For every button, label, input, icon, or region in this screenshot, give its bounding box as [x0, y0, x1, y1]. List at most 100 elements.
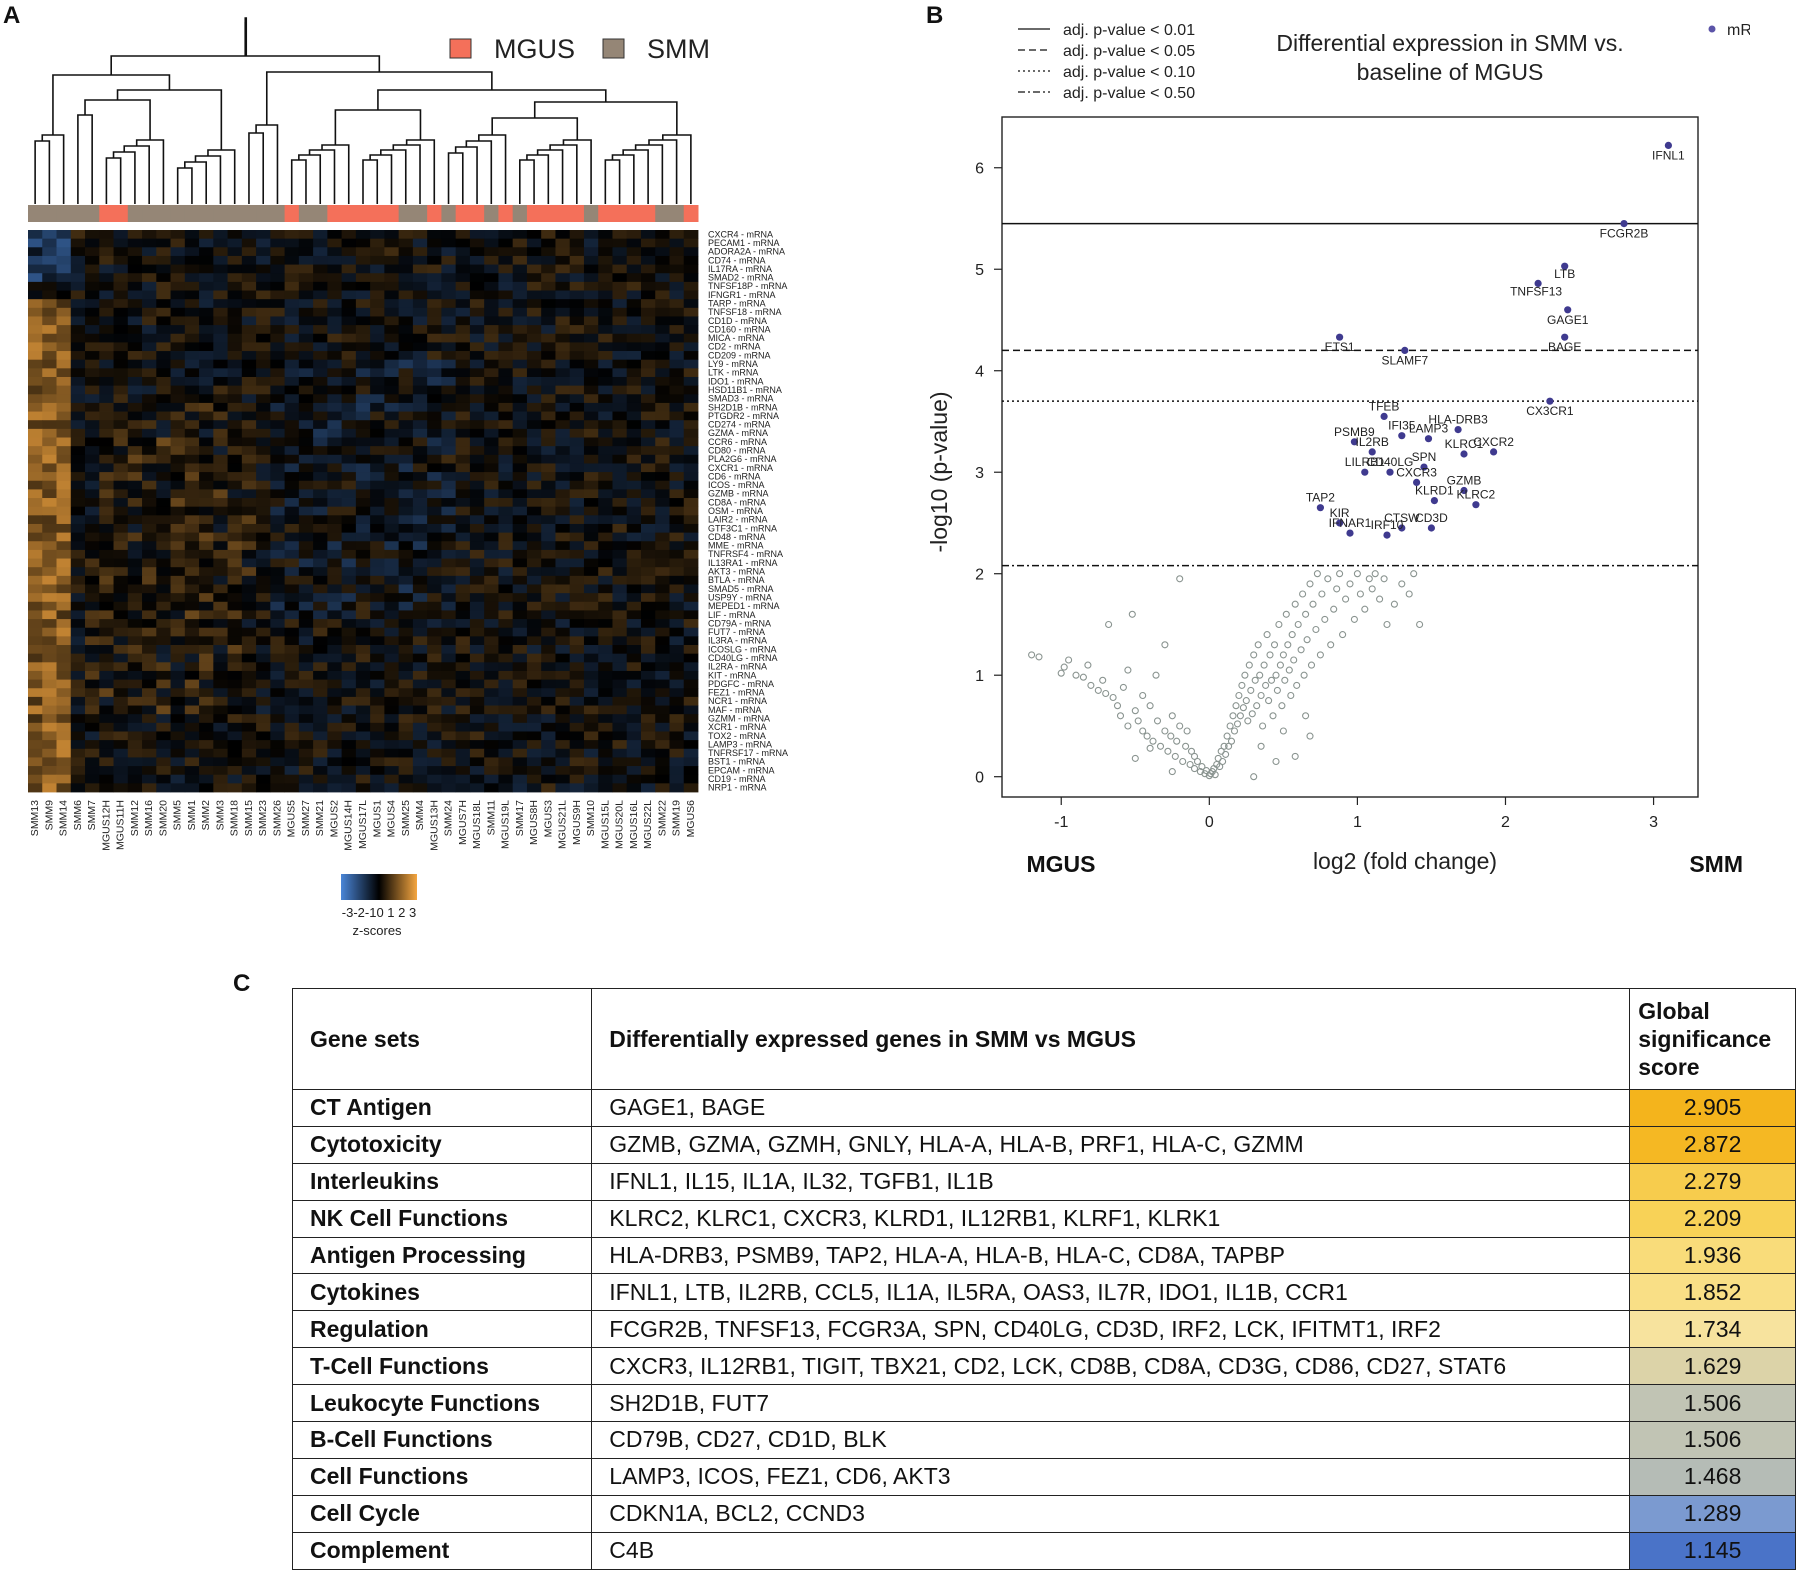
heat-cell — [99, 238, 114, 248]
heat-cell — [28, 385, 43, 395]
heat-cell — [541, 411, 556, 421]
heat-cell — [569, 247, 585, 257]
heat-cell — [113, 601, 129, 611]
ns-point — [1065, 656, 1073, 664]
heat-cell — [555, 255, 571, 265]
heat-cell — [469, 722, 485, 732]
gene-label: NRP1 - mRNA — [708, 783, 767, 793]
heat-cell — [427, 653, 442, 663]
heat-cell — [256, 558, 271, 568]
heat-cell — [384, 351, 400, 361]
heat-cell — [655, 670, 670, 680]
ns-point — [1272, 671, 1280, 679]
heat-cell — [70, 610, 86, 620]
heat-cell — [241, 238, 257, 248]
heat-cell — [70, 290, 86, 300]
heat-cell — [184, 316, 200, 326]
sig-point — [1561, 333, 1569, 341]
heat-cell — [227, 774, 243, 784]
heat-cell — [298, 255, 314, 265]
heat-cell — [598, 247, 613, 257]
heat-cell — [341, 532, 357, 542]
heat-cell — [213, 619, 228, 629]
heat-cell — [455, 662, 471, 672]
heat-cell — [113, 515, 129, 525]
heat-cell — [227, 489, 243, 499]
heat-cell — [170, 601, 186, 611]
heat-cell — [85, 264, 100, 274]
heat-cell — [583, 255, 599, 265]
gene-set-name: Cytotoxicity — [291, 1125, 593, 1164]
ns-point — [1161, 641, 1169, 649]
heat-cell — [70, 454, 86, 464]
heat-cell — [355, 273, 371, 283]
heat-cell — [156, 454, 171, 464]
heat-cell — [199, 593, 214, 603]
heat-cell — [355, 463, 371, 473]
heat-cell — [683, 273, 699, 283]
heat-cell — [184, 740, 200, 750]
heat-cell — [56, 549, 72, 559]
heat-cell — [127, 376, 143, 387]
heat-cell — [370, 307, 385, 317]
heat-cell — [284, 575, 300, 585]
heat-cell — [455, 299, 471, 309]
heat-cell — [612, 740, 628, 750]
heat-cell — [241, 290, 257, 300]
heat-cell — [170, 489, 186, 499]
heat-cell — [28, 567, 43, 577]
sig-point-label: GAGE1 — [1547, 313, 1589, 327]
heat-cell — [555, 558, 571, 568]
heat-cell — [170, 247, 186, 257]
heat-cell — [284, 394, 300, 404]
heat-cell — [327, 645, 343, 655]
heat-cell — [412, 601, 428, 611]
heat-cell — [341, 325, 357, 335]
heat-cell — [640, 679, 656, 689]
heat-cell — [341, 601, 357, 611]
heat-cell — [455, 714, 471, 724]
heat-cell — [99, 230, 114, 240]
heat-cell — [427, 238, 442, 248]
heat-cell — [313, 757, 328, 767]
heat-cell — [612, 748, 628, 758]
heat-cell — [142, 541, 157, 551]
heat-cell — [569, 714, 585, 724]
heat-cell — [640, 376, 656, 387]
heat-cell — [341, 437, 357, 447]
heat-cell — [598, 368, 613, 378]
heat-cell — [512, 541, 528, 551]
heat-cell — [598, 299, 613, 309]
sig-point-label: BAGE — [1548, 340, 1581, 354]
heat-cell — [170, 653, 186, 663]
heat-cell — [199, 281, 214, 291]
heat-cell — [127, 575, 143, 585]
heat-cell — [398, 783, 414, 793]
heat-cell — [512, 740, 528, 750]
heat-cell — [370, 705, 385, 715]
heat-cell — [455, 506, 471, 516]
heat-cell — [127, 480, 143, 490]
heat-cell — [683, 385, 699, 395]
heat-cell — [598, 333, 613, 343]
dendrogram-branch — [112, 151, 136, 204]
heat-cell — [626, 645, 642, 655]
heat-cell — [313, 376, 328, 387]
heat-cell — [640, 325, 656, 335]
heat-cell — [85, 558, 100, 568]
heat-cell — [512, 696, 528, 706]
heat-cell — [441, 532, 457, 542]
heat-cell — [398, 333, 414, 343]
heat-cell — [113, 740, 129, 750]
heat-cell — [298, 696, 314, 706]
heat-cell — [170, 281, 186, 291]
heat-cell — [70, 480, 86, 490]
heat-cell — [113, 463, 129, 473]
heat-cell — [640, 342, 656, 352]
heat-cell — [412, 333, 428, 343]
heat-cell — [213, 662, 228, 672]
heat-cell — [256, 238, 271, 248]
heat-cell — [99, 437, 114, 447]
heat-cell — [298, 299, 314, 309]
heat-cell — [184, 454, 200, 464]
